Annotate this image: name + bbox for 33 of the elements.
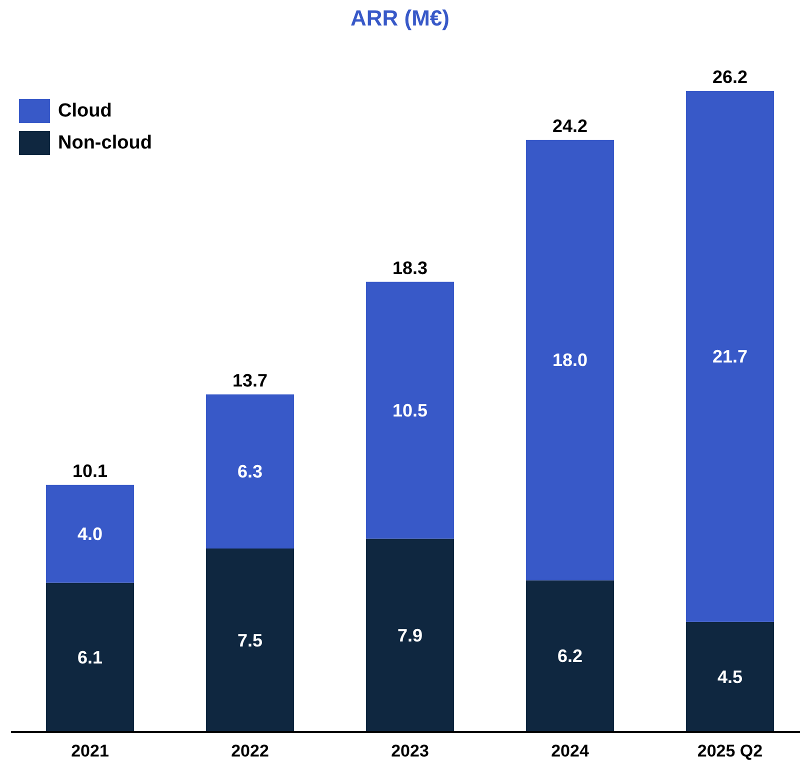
data-label: 6.3 [237,461,263,482]
data-label: 7.9 [397,625,423,646]
bar [526,580,614,732]
total-label: 10.1 [72,460,108,481]
data-label: 6.2 [557,646,583,666]
total-label: 24.2 [552,116,588,136]
x-tick-label: 2021 [71,742,109,760]
total-label: 26.2 [712,67,748,87]
legend-label: Non-cloud [58,132,152,154]
bar [366,538,454,732]
bar [686,91,774,622]
total-label: 13.7 [232,370,268,390]
data-label: 10.5 [392,400,428,420]
bar [686,622,774,732]
x-tick-label: 2025 Q2 [697,742,763,760]
total-label: 18.3 [392,258,428,278]
x-tick-label: 2024 [551,742,590,760]
bar [46,484,134,583]
x-tick-label: 2023 [391,742,429,760]
legend-label: Cloud [58,100,112,122]
chart-title: ARR (M€) [350,6,450,30]
bar [46,582,134,732]
data-label: 21.7 [712,346,748,366]
bar [366,282,454,539]
x-tick-label: 2022 [231,742,269,760]
bar [206,394,294,549]
data-label: 6.1 [77,647,103,668]
data-label: 7.5 [237,630,263,650]
data-label: 18.0 [552,350,588,370]
data-label: 4.0 [77,524,103,544]
bar [526,140,614,580]
data-label: 4.5 [717,666,743,687]
bar [206,548,294,732]
